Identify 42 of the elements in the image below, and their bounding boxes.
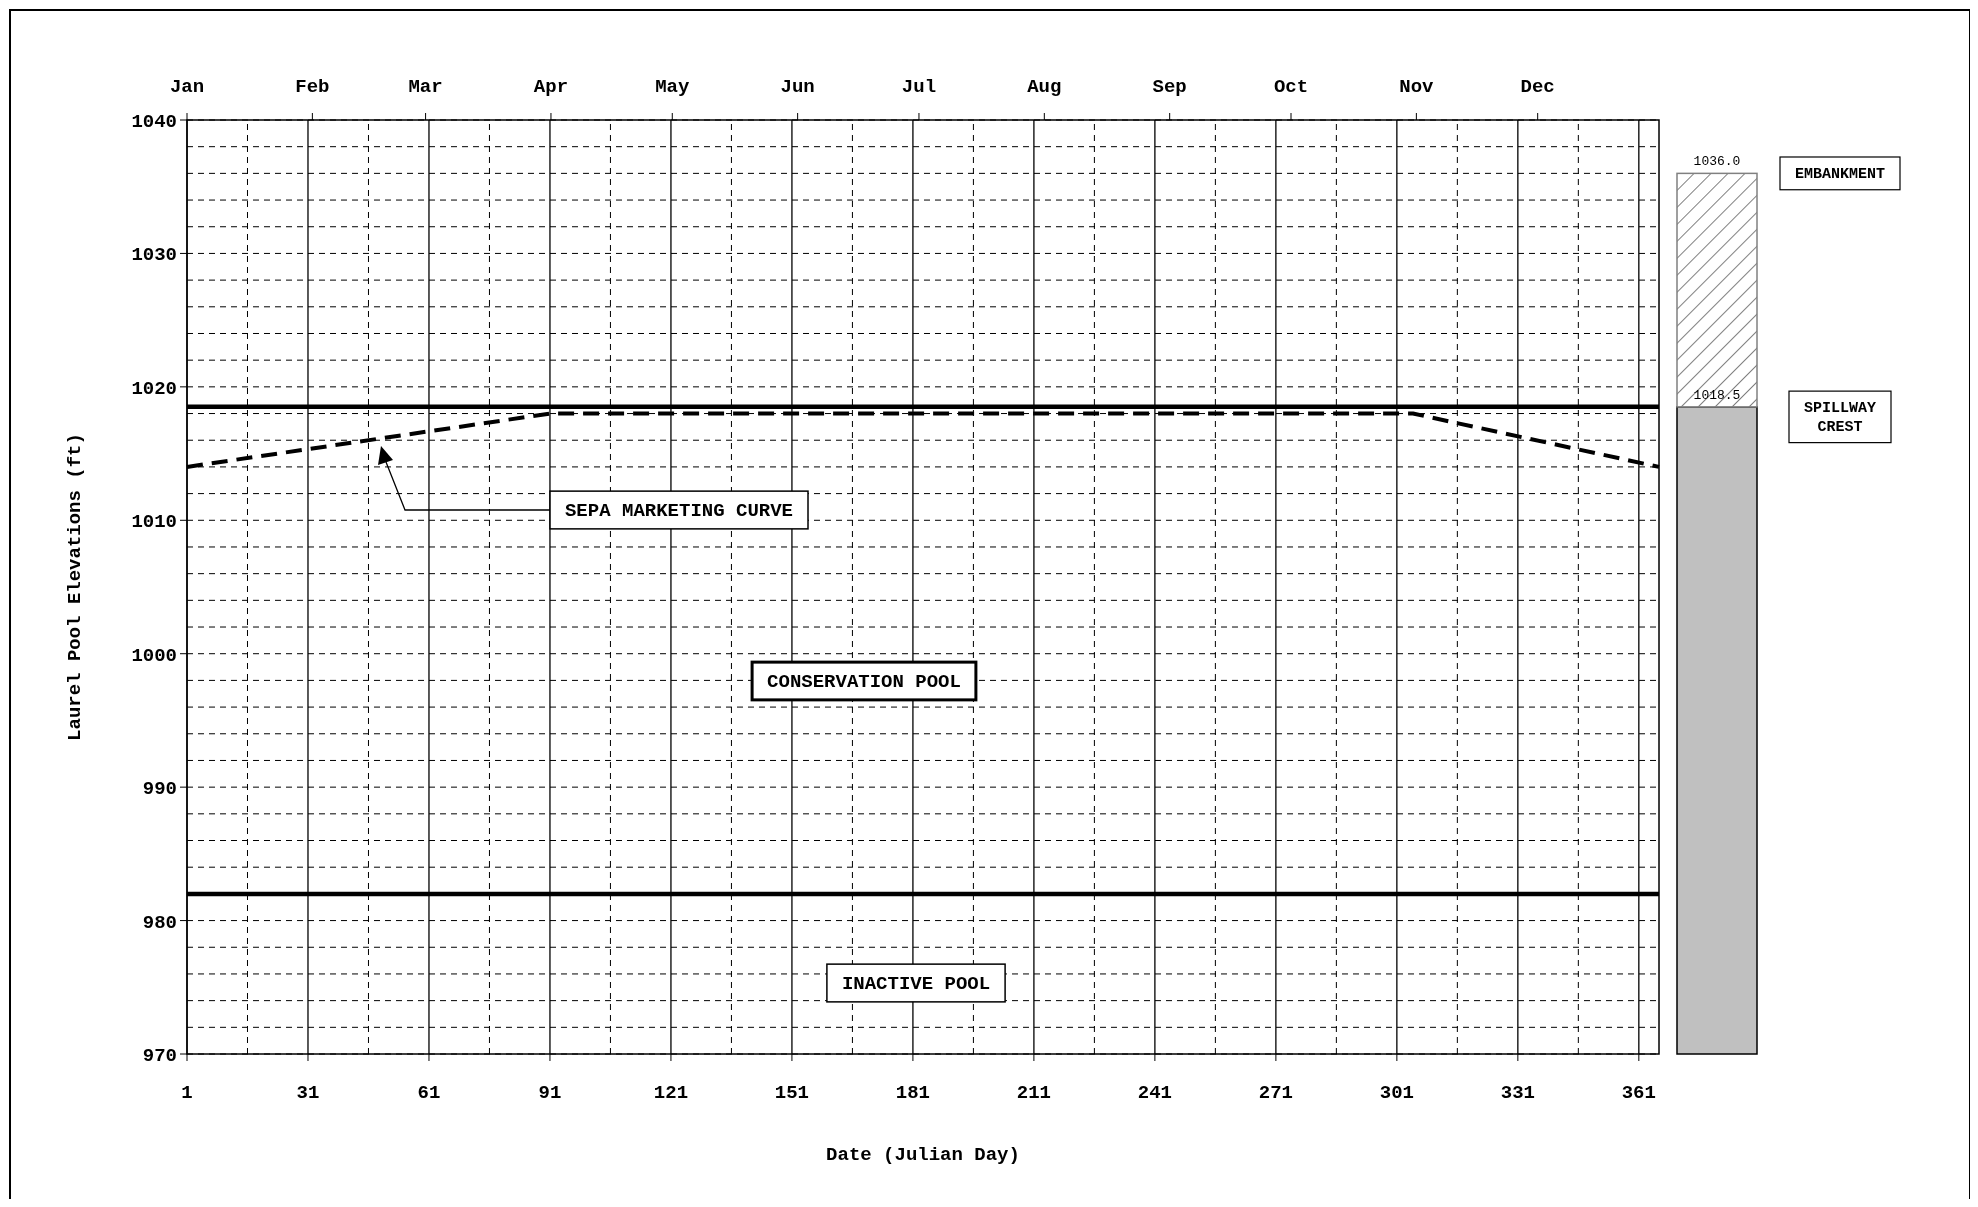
x-axis-title: Date (Julian Day) (826, 1144, 1020, 1166)
x2-tick-label: Mar (408, 76, 443, 98)
x-tick-label: 331 (1500, 1082, 1535, 1104)
y-tick-label: 1020 (131, 377, 177, 400)
y-axis-title: Laurel Pool Elevations (ft) (64, 433, 86, 741)
y-tick-label: 1030 (131, 244, 177, 267)
y-tick-label: 1000 (131, 644, 177, 667)
x-tick-label: 91 (538, 1082, 562, 1104)
x-tick-label: 31 (296, 1082, 320, 1104)
x-tick-label: 181 (895, 1082, 931, 1104)
x2-tick-label: Jan (169, 76, 205, 98)
annotation: SPILLWAY CREST (1803, 400, 1877, 437)
x2-tick-label: Aug (1027, 76, 1062, 98)
annotation: 1018.5 (1693, 387, 1741, 403)
x-tick-label: 61 (417, 1082, 441, 1104)
x-tick-label: 121 (653, 1082, 689, 1104)
x2-tick-label: Nov (1399, 76, 1435, 98)
y-tick-label: 970 (142, 1045, 177, 1067)
x2-tick-label: Dec (1520, 76, 1555, 98)
y-tick-label: 1010 (131, 511, 177, 534)
annotation: SEPA MARKETING CURVE (564, 500, 794, 523)
x2-tick-label: Apr (533, 76, 569, 98)
y-tick-label: 990 (142, 778, 177, 801)
x2-tick-label: Feb (295, 76, 330, 98)
x-tick-label: 241 (1137, 1082, 1172, 1104)
x2-tick-label: Jul (901, 76, 937, 98)
x2-tick-label: Oct (1273, 76, 1309, 98)
y-tick-label: 1040 (131, 111, 177, 133)
x2-tick-label: Jun (780, 76, 815, 98)
annotation: 1036.0 (1693, 154, 1741, 170)
x2-tick-label: May (655, 76, 690, 98)
x2-tick-label: Sep (1152, 76, 1187, 98)
annotation: INACTIVE POOL (841, 973, 991, 996)
x-tick-label: 271 (1258, 1082, 1293, 1104)
x-tick-label: 1 (181, 1082, 193, 1104)
y-tick-label: 980 (142, 911, 177, 934)
x-tick-label: 151 (774, 1082, 810, 1104)
annotation: EMBANKMENT (1794, 166, 1886, 184)
x-tick-label: 211 (1016, 1082, 1052, 1104)
x-tick-label: 361 (1621, 1082, 1656, 1104)
x-tick-label: 301 (1379, 1082, 1414, 1104)
annotation: CONSERVATION POOL (767, 671, 961, 694)
